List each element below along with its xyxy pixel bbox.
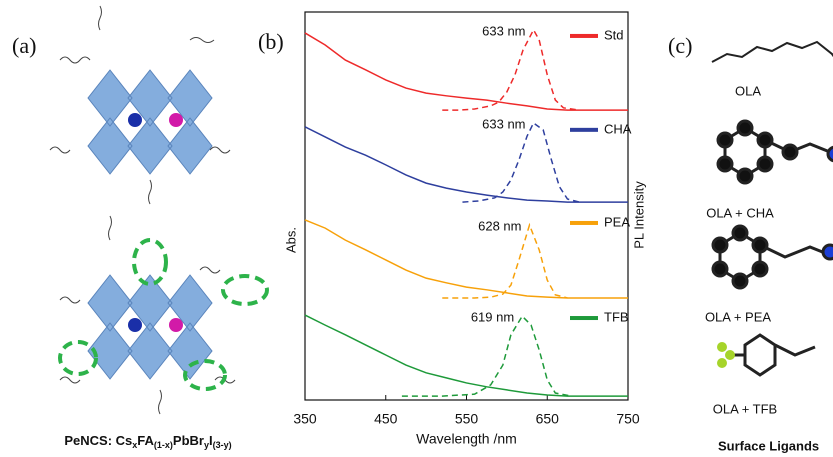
subscript: (3-y) (213, 440, 232, 450)
x-tick-label: 550 (455, 411, 479, 427)
ligand-highlights (58, 238, 269, 391)
ligands-title: Surface Ligands (718, 438, 819, 453)
abs-line (304, 32, 628, 111)
legend-swatch (570, 33, 598, 38)
x-tick-label: 350 (293, 411, 317, 427)
legend-label: CHA (604, 121, 632, 136)
x-tick-label: 450 (374, 411, 398, 427)
x-tick-label: 650 (536, 411, 560, 427)
caption-part: PbBr (173, 433, 204, 448)
panel-label: (b) (258, 29, 284, 54)
y-axis-title: Abs. (283, 227, 298, 253)
caption-part: I (209, 433, 213, 448)
caption-part: FA (137, 433, 154, 448)
legend-label: Std (604, 27, 624, 42)
plot-frame (304, 11, 629, 401)
panel-label: (c) (668, 33, 692, 58)
ligand-label: OLA + CHA (706, 205, 774, 220)
legend-swatch (570, 127, 598, 132)
x-axis-title: Wavelength /nm (416, 431, 517, 447)
caption-part: PeNCS: Cs (64, 433, 132, 448)
pl-line (442, 28, 580, 111)
ligand-labels: OLA OLA + CHA OLA + PEA OLA + TFB (705, 83, 777, 416)
ligand-label: OLA + PEA (705, 309, 771, 324)
chart: 350 450 550 650 750 Wavelength /nm Abs. PL Inte… (283, 11, 646, 447)
subscript: x (132, 440, 137, 450)
pl-line (442, 222, 568, 299)
legend-swatch (570, 316, 598, 321)
peak-label: 633 nm (482, 23, 525, 38)
pl-line (401, 314, 572, 397)
caption: PeNCS: CsxFA(1-x)PbBryI(3-y) (64, 433, 231, 450)
x-tick-label: 750 (616, 411, 640, 427)
cations (128, 113, 183, 332)
abs-line (304, 314, 628, 397)
nanocrystal-illustration (49, 5, 236, 415)
octahedra (87, 69, 213, 380)
subscript: (1-x) (154, 440, 173, 450)
pl-line (462, 121, 580, 203)
legend-label: TFB (604, 309, 629, 324)
peak-label: 619 nm (471, 310, 514, 325)
panel-label: (a) (12, 33, 36, 58)
peak-label: 628 nm (478, 218, 521, 233)
ligand-label: OLA (735, 83, 761, 98)
legend-swatch (570, 220, 598, 225)
ligand-label: OLA + TFB (713, 401, 777, 416)
peak-label: 633 nm (482, 116, 525, 131)
subscript: y (204, 440, 209, 450)
molecules (711, 40, 833, 377)
y2-axis-title: PL Intensity (631, 181, 646, 249)
abs-line (304, 126, 628, 203)
abs-line (304, 219, 628, 299)
legend-label: PEA (604, 214, 630, 229)
